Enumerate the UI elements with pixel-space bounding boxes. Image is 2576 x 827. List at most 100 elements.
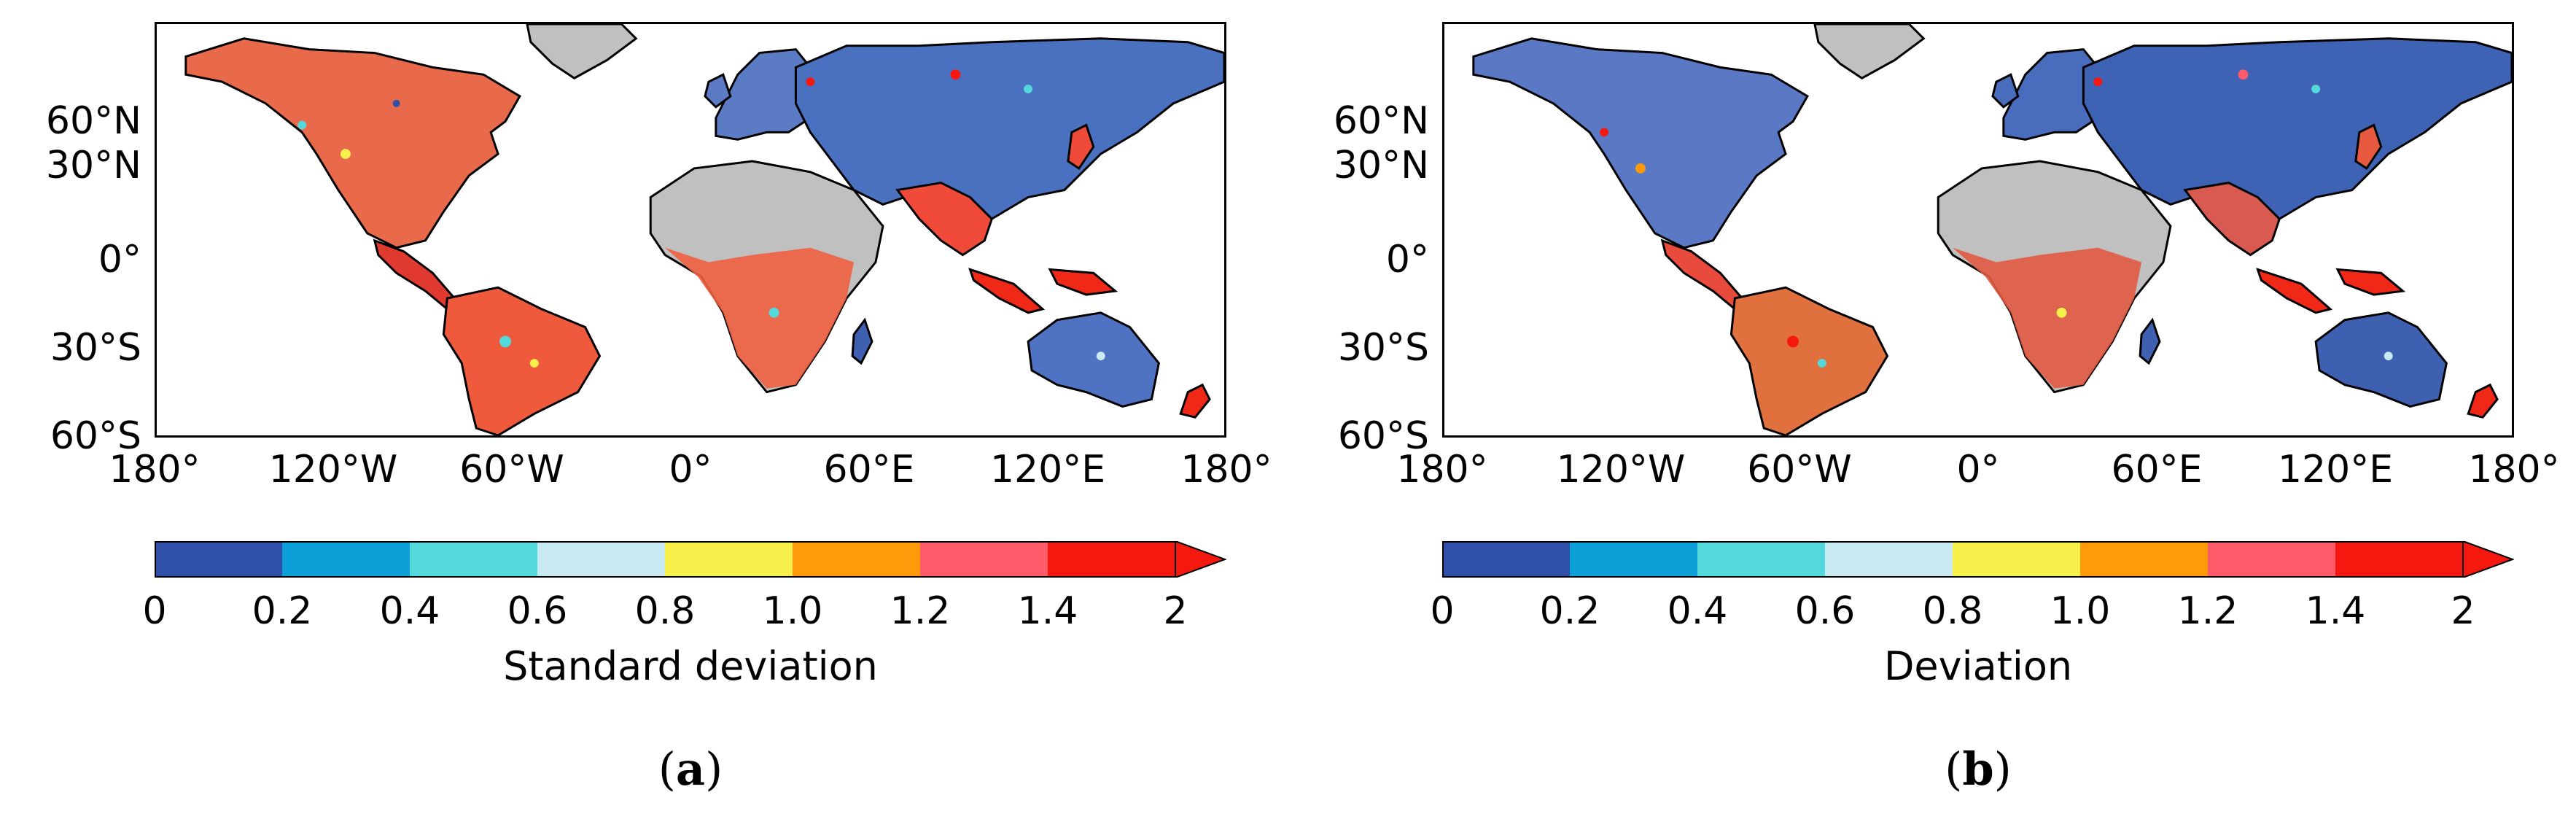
colorbar-outline: [155, 541, 1176, 578]
colorbar-swatch: [665, 541, 793, 578]
colorbar: [155, 541, 1226, 578]
indonesia-east: [1048, 268, 1118, 296]
lat-tick-30n: 30°N: [1333, 144, 1429, 187]
colorbar-swatch: [282, 541, 410, 578]
cb-tick-0-4: 0.4: [1667, 589, 1728, 633]
cb-tick-1-4: 1.4: [2305, 589, 2366, 633]
central-america: [373, 238, 456, 311]
land-layer: [1472, 24, 2512, 435]
south-asia: [895, 182, 994, 257]
panel-label: (b): [1945, 742, 2012, 796]
new-zealand: [2467, 383, 2499, 419]
colorbar-swatch: [2080, 541, 2209, 578]
lon-tick-120e: 120°E: [989, 448, 1106, 492]
lon-tick-120e: 120°E: [2277, 448, 2394, 492]
lon-tick-180e: 180°: [2468, 448, 2560, 492]
central-america: [1660, 238, 1744, 311]
greenland: [1813, 24, 1926, 79]
lon-tick-180e: 180°: [1180, 448, 1272, 492]
colorbar-swatch: [1570, 541, 1698, 578]
colorbar-swatch: [1697, 541, 1826, 578]
lon-tick-60w: 60°W: [459, 448, 564, 492]
lat-tick-60s: 60°S: [1337, 414, 1429, 458]
colorbar-outline: [1442, 541, 2464, 578]
lat-tick-0: 0°: [1385, 238, 1429, 282]
new-zealand: [1179, 383, 1211, 419]
north-america: [184, 37, 521, 249]
cb-tick-0: 0: [1430, 589, 1455, 633]
lon-tick-0: 0°: [669, 448, 712, 492]
lat-tick-30n: 30°N: [45, 144, 141, 187]
cb-tick-0: 0: [142, 589, 167, 633]
south-america: [1729, 286, 1889, 435]
colorbar-label: Deviation: [1883, 643, 2073, 689]
panel-letter: a: [675, 742, 706, 796]
lon-tick-180w: 180°: [1396, 448, 1488, 492]
colorbar-swatch: [1953, 541, 2081, 578]
cb-tick-0-8: 0.8: [634, 589, 696, 633]
cb-tick-0-2: 0.2: [1539, 589, 1600, 633]
cb-tick-1-0: 1.0: [2050, 589, 2111, 633]
colorbar-swatch: [920, 541, 1048, 578]
colorbar-swatch: [793, 541, 921, 578]
world-map: [155, 22, 1226, 438]
panel-label: (a): [658, 742, 723, 796]
indonesia: [2256, 268, 2333, 314]
lon-tick-180w: 180°: [109, 448, 201, 492]
lon-tick-60e: 60°E: [2111, 448, 2203, 492]
lon-tick-60w: 60°W: [1747, 448, 1852, 492]
lat-tick-60n: 60°N: [45, 99, 141, 143]
africa-vegetated: [665, 247, 855, 389]
colorbar-swatches: [1442, 541, 2464, 578]
cb-tick-0-2: 0.2: [252, 589, 313, 633]
map-svg: [184, 24, 1224, 435]
lon-tick-120w: 120°W: [268, 448, 398, 492]
colorbar-extend-arrow: [2462, 541, 2514, 578]
colorbar-swatch: [1825, 541, 1953, 578]
speckle-layer: [297, 69, 1105, 368]
cb-tick-0-6: 0.6: [507, 589, 568, 633]
south-america: [442, 286, 602, 435]
cb-tick-2: 2: [2451, 589, 2475, 633]
south-asia: [2183, 182, 2281, 257]
colorbar-swatch: [1442, 541, 1571, 578]
lat-tick-60n: 60°N: [1333, 99, 1429, 143]
colorbar-swatch: [155, 541, 283, 578]
cb-tick-1-0: 1.0: [762, 589, 823, 633]
colorbar-svg: [1442, 541, 2514, 578]
colorbar-swatches: [155, 541, 1176, 578]
panel-a: 60°N 30°N 0° 30°S 60°S 180° 120°W 60°W 0…: [45, 22, 1272, 796]
colorbar-swatch: [2208, 541, 2336, 578]
colorbar-swatch: [1048, 541, 1176, 578]
lon-tick-60e: 60°E: [823, 448, 915, 492]
lat-tick-30s: 30°S: [50, 326, 141, 370]
cb-tick-0-6: 0.6: [1794, 589, 1856, 633]
cb-tick-0-8: 0.8: [1922, 589, 1983, 633]
land-layer: [184, 24, 1224, 435]
great-britain: [1991, 73, 2020, 109]
colorbar-swatch: [2335, 541, 2464, 578]
cb-tick-1-4: 1.4: [1017, 589, 1078, 633]
cb-tick-2: 2: [1163, 589, 1188, 633]
colorbar-label: Standard deviation: [503, 643, 878, 689]
lat-tick-30s: 30°S: [1337, 326, 1429, 370]
australia: [2314, 311, 2448, 408]
greenland: [526, 24, 638, 79]
madagascar: [2139, 317, 2161, 365]
colorbar-swatch: [537, 541, 666, 578]
colorbar-svg: [155, 541, 1226, 578]
world-map: [1442, 22, 2514, 438]
indonesia-east: [2335, 268, 2406, 296]
africa-vegetated: [1953, 247, 2142, 389]
colorbar-extend-arrow: [1175, 541, 1226, 578]
lat-tick-60s: 60°S: [50, 414, 141, 458]
cb-tick-1-2: 1.2: [2177, 589, 2238, 633]
cb-tick-0-4: 0.4: [379, 589, 440, 633]
panel-b: 60°N 30°N 0° 30°S 60°S 180° 120°W 60°W 0…: [1288, 0, 2575, 827]
speckle-layer: [1600, 69, 2393, 368]
japan: [1067, 123, 1095, 170]
madagascar: [851, 317, 873, 365]
japan: [2354, 123, 2383, 170]
colorbar: [1442, 541, 2514, 578]
north-america: [1472, 37, 1809, 249]
